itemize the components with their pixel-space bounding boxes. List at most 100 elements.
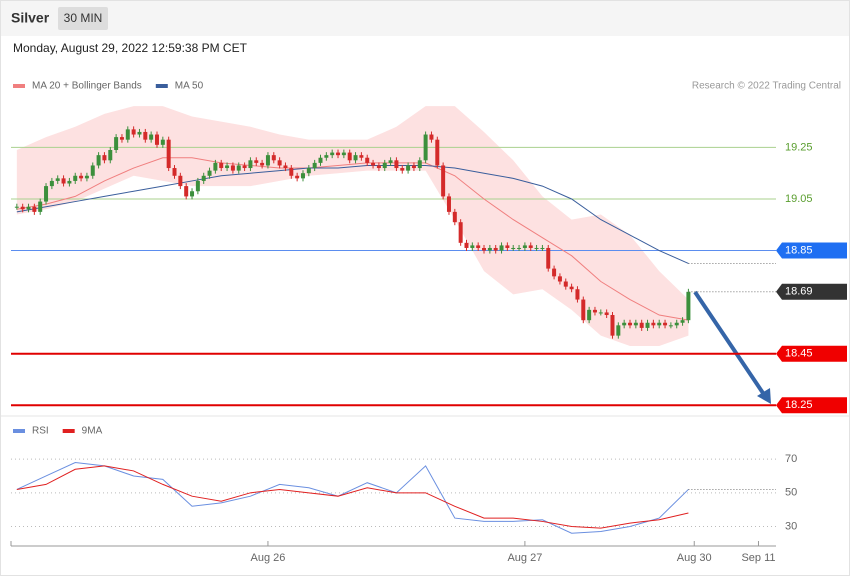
- candle: [452, 211, 457, 223]
- candle: [668, 325, 673, 327]
- candle: [207, 170, 212, 176]
- last-price-label: 18.69: [785, 286, 813, 298]
- candle: [633, 322, 638, 326]
- bollinger-band: [16, 106, 689, 346]
- candle: [569, 286, 574, 290]
- candle: [365, 157, 370, 163]
- indicator-line: [16, 465, 689, 529]
- candle: [137, 131, 142, 135]
- candle: [248, 160, 253, 169]
- candle: [102, 155, 107, 161]
- candle: [312, 162, 317, 169]
- candle: [341, 152, 346, 156]
- candle: [429, 134, 434, 140]
- candle: [172, 168, 177, 176]
- candle: [446, 196, 451, 212]
- candle: [628, 322, 633, 326]
- candle: [639, 322, 644, 328]
- y-tick-label: 70: [785, 453, 797, 465]
- candle: [265, 155, 270, 166]
- candle: [482, 247, 487, 251]
- candle: [96, 155, 101, 166]
- level-label: 18.45: [785, 348, 813, 360]
- ma-line: [16, 164, 689, 264]
- candle: [195, 180, 200, 192]
- candle: [417, 160, 422, 169]
- candle: [213, 162, 218, 171]
- candle: [441, 165, 446, 197]
- candle: [581, 299, 586, 321]
- candle: [230, 165, 235, 171]
- legend-label[interactable]: 9MA: [82, 426, 103, 437]
- candle: [119, 137, 124, 140]
- candle: [149, 134, 154, 140]
- symbol: Silver: [11, 10, 50, 26]
- candle: [84, 175, 89, 179]
- legend-label[interactable]: MA 50: [175, 81, 204, 92]
- last-price-box: [776, 283, 847, 300]
- candle: [616, 325, 621, 336]
- candle: [347, 152, 352, 161]
- candle: [219, 162, 224, 169]
- legend-swatch: [13, 429, 25, 433]
- candle: [242, 165, 247, 169]
- candle: [49, 180, 54, 187]
- candle: [476, 245, 481, 248]
- level-label: 18.25: [785, 399, 813, 411]
- level-label-box: [776, 242, 847, 259]
- timestamp: Monday, August 29, 2022 12:59:38 PM CET: [13, 41, 248, 55]
- candle: [79, 175, 84, 179]
- candle: [14, 206, 19, 208]
- candle: [178, 175, 183, 187]
- candle: [499, 245, 504, 251]
- x-tick-label: Sep 11: [741, 552, 775, 564]
- candle: [20, 206, 25, 210]
- candle: [674, 322, 679, 326]
- candle: [359, 155, 364, 158]
- candle: [289, 168, 294, 176]
- interval[interactable]: 30 MIN: [64, 11, 103, 25]
- candle: [131, 129, 136, 135]
- candle: [225, 165, 230, 169]
- candle: [318, 157, 323, 163]
- legend-label[interactable]: RSI: [32, 426, 49, 437]
- indicator-line: [16, 462, 689, 534]
- candle: [552, 268, 557, 277]
- candle: [528, 245, 533, 248]
- candle: [522, 245, 527, 248]
- candle: [622, 322, 627, 326]
- candle: [534, 247, 539, 249]
- candle: [598, 312, 603, 314]
- candle: [154, 134, 159, 145]
- candle: [563, 281, 568, 287]
- candle: [26, 206, 31, 210]
- candle: [470, 245, 475, 248]
- x-tick-label: Aug 26: [251, 552, 286, 564]
- candle: [517, 247, 522, 249]
- x-tick-label: Aug 27: [507, 552, 542, 564]
- candle: [201, 175, 206, 181]
- candle: [90, 165, 95, 176]
- candle: [184, 186, 189, 197]
- x-tick-label: Aug 30: [677, 552, 712, 564]
- candle: [160, 139, 165, 145]
- candle: [330, 152, 335, 156]
- legend-label[interactable]: MA 20 + Bollinger Bands: [32, 81, 142, 92]
- candle: [336, 152, 341, 156]
- level-label: 19.25: [785, 141, 813, 153]
- candle: [67, 180, 72, 184]
- candle: [190, 191, 195, 197]
- candle: [435, 139, 440, 166]
- candle: [44, 186, 49, 202]
- header-bar: [1, 1, 849, 36]
- candle: [32, 206, 37, 212]
- interval-box[interactable]: [58, 7, 108, 30]
- candle: [371, 162, 376, 166]
- candle: [505, 245, 510, 248]
- level-label: 19.05: [785, 193, 813, 205]
- candle: [464, 242, 469, 248]
- forecast-arrowhead: [757, 388, 771, 404]
